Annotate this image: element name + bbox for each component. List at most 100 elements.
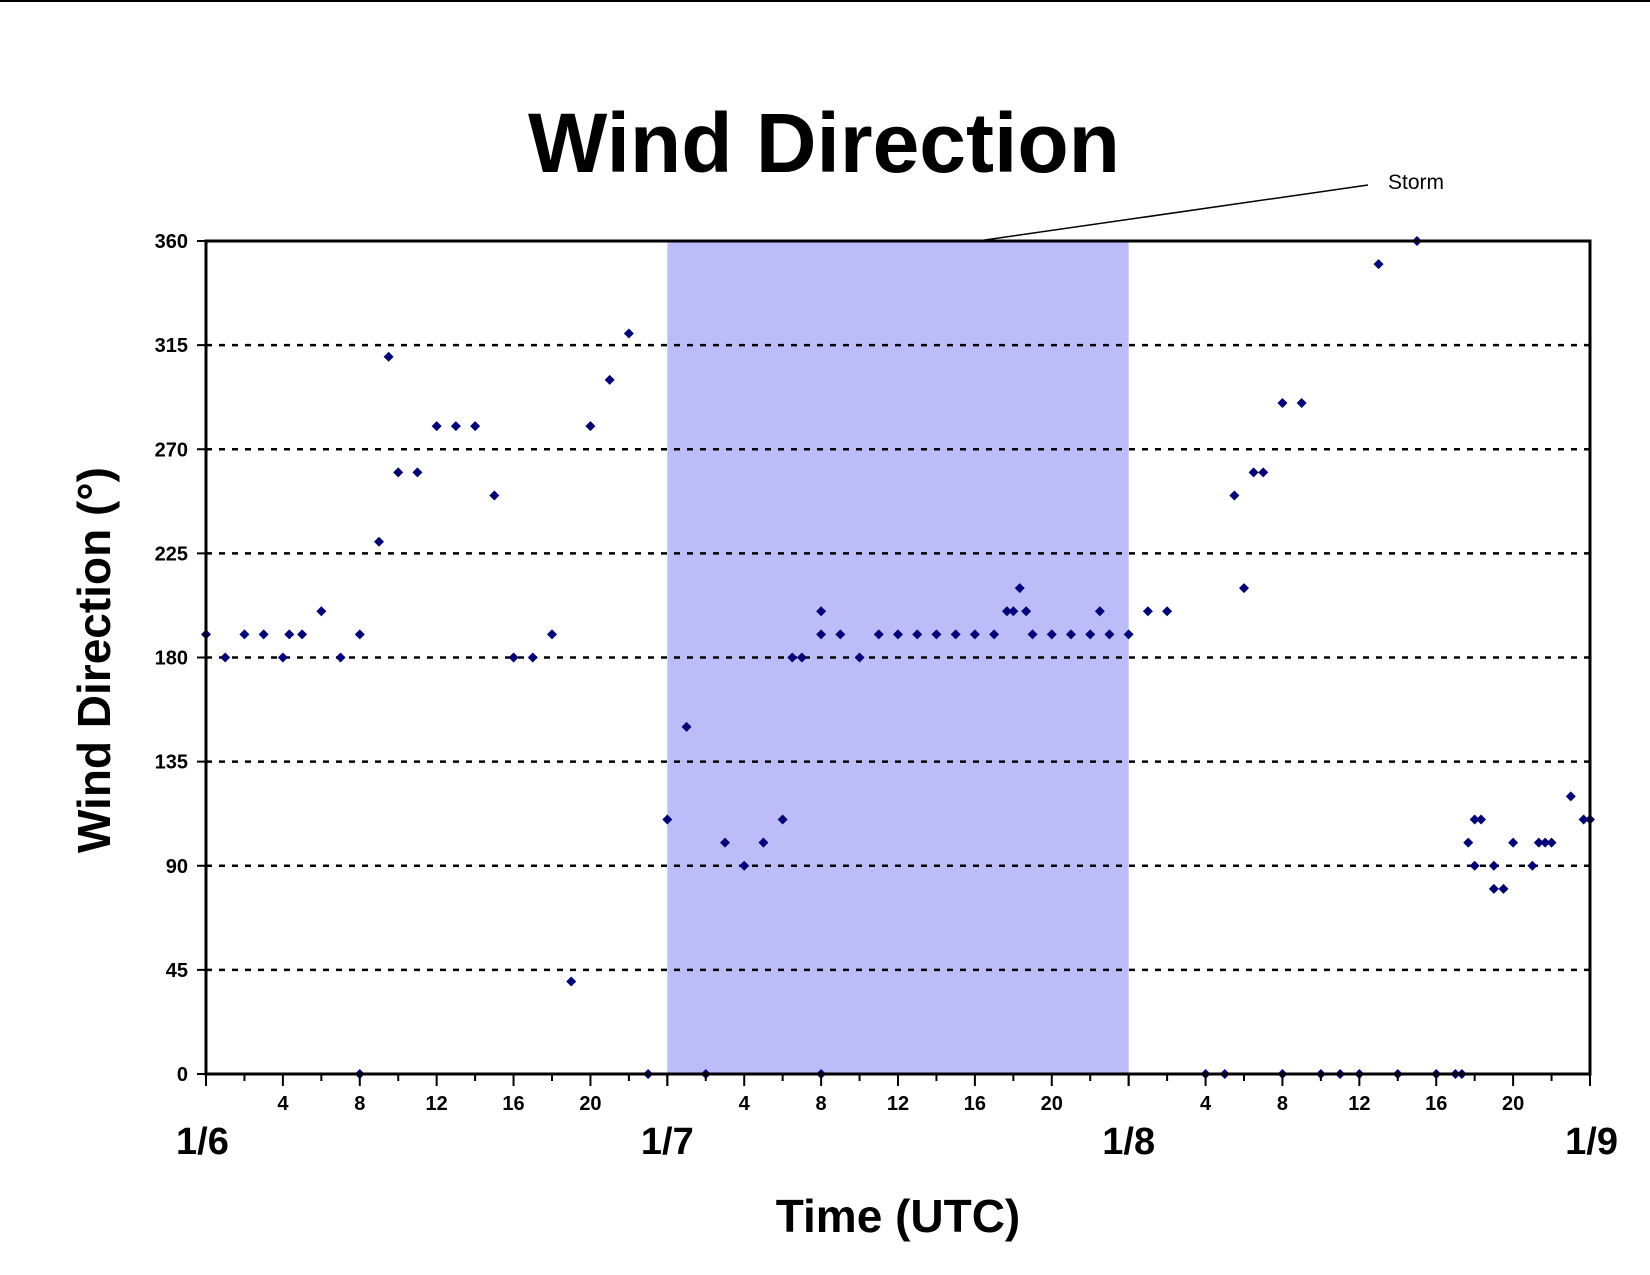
data-point	[931, 629, 942, 640]
data-point	[527, 652, 538, 663]
data-point	[1239, 583, 1249, 594]
x-date-label: 1/6	[176, 1121, 229, 1163]
x-date-label: 1/8	[1102, 1121, 1155, 1163]
x-axis-title: Time (UTC)	[776, 1190, 1021, 1242]
data-point	[662, 814, 673, 825]
data-point	[508, 652, 519, 663]
data-point	[1296, 397, 1307, 408]
data-point	[431, 421, 442, 432]
data-point	[816, 629, 827, 640]
data-point	[1229, 490, 1240, 501]
data-point	[450, 421, 461, 432]
data-point	[297, 629, 308, 640]
data-point	[316, 606, 327, 617]
x-hour-tick-label: 8	[354, 1093, 365, 1115]
data-point	[1488, 883, 1499, 894]
x-hour-tick-label: 20	[1502, 1093, 1524, 1115]
chart-title: Wind Direction	[528, 96, 1120, 190]
data-point	[566, 976, 577, 987]
data-point	[1142, 606, 1153, 617]
plot-area-border	[204, 239, 1592, 1076]
data-point	[354, 629, 365, 640]
data-point	[1001, 606, 1012, 617]
data-point	[816, 606, 827, 617]
data-point	[969, 629, 980, 640]
data-point	[383, 351, 394, 362]
data-point	[1546, 837, 1557, 848]
data-point	[1533, 837, 1544, 848]
data-point	[1488, 860, 1499, 871]
data-point	[1578, 814, 1589, 825]
data-point	[739, 860, 750, 871]
data-point	[585, 421, 596, 432]
y-tick-label: 135	[155, 752, 188, 774]
data-point	[1248, 467, 1259, 478]
data-point	[1476, 814, 1487, 825]
data-point	[239, 629, 250, 640]
data-point	[1469, 860, 1480, 871]
data-point	[854, 652, 865, 663]
x-hour-tick-label: 8	[816, 1093, 827, 1115]
y-tick-label: 90	[166, 856, 188, 878]
data-point	[547, 629, 557, 640]
data-point	[335, 652, 346, 663]
data-point	[1277, 397, 1288, 408]
data-point	[220, 652, 231, 663]
data-point	[1540, 837, 1551, 848]
data-point	[1066, 629, 1076, 640]
data-point	[374, 536, 384, 547]
x-hour-tick-label: 16	[502, 1093, 524, 1115]
data-point	[950, 629, 961, 640]
y-tick-label: 45	[166, 960, 188, 982]
x-hour-tick-label: 16	[1425, 1093, 1447, 1115]
storm-annotation-label: Storm	[1388, 171, 1444, 194]
data-point	[1104, 629, 1115, 640]
data-point	[1565, 791, 1576, 802]
data-point	[470, 421, 481, 432]
x-hour-tick-label: 4	[1200, 1093, 1212, 1115]
data-point	[893, 629, 903, 640]
data-point	[1258, 467, 1269, 478]
data-point	[1463, 837, 1474, 848]
data-point	[1085, 629, 1096, 640]
data-point	[681, 721, 692, 732]
x-hour-tick-label: 12	[887, 1093, 909, 1115]
data-point	[1021, 606, 1032, 617]
y-axis-title: Wind Direction (°)	[68, 467, 120, 853]
x-hour-tick-label: 16	[964, 1093, 986, 1115]
x-date-label: 1/7	[641, 1121, 694, 1163]
x-hour-tick-label: 12	[426, 1093, 448, 1115]
y-tick-label: 0	[177, 1064, 188, 1086]
data-point	[873, 629, 884, 640]
data-point	[1046, 629, 1057, 640]
data-point	[284, 629, 295, 640]
x-hour-tick-label: 8	[1277, 1093, 1288, 1115]
x-hour-tick-label: 20	[1041, 1093, 1063, 1115]
data-point	[777, 814, 788, 825]
data-point	[758, 837, 769, 848]
x-hour-tick-label: 20	[579, 1093, 601, 1115]
y-tick-label: 270	[155, 439, 188, 461]
data-point	[720, 837, 730, 848]
y-tick-label: 360	[155, 231, 188, 253]
data-point	[623, 328, 634, 339]
data-point	[604, 374, 615, 385]
x-hour-tick-label: 12	[1348, 1093, 1370, 1115]
data-point	[489, 490, 500, 501]
storm-annotation-leader	[977, 184, 1369, 242]
data-point	[912, 629, 923, 640]
data-point	[1527, 860, 1538, 871]
data-point	[258, 629, 269, 640]
x-hour-tick-label: 4	[277, 1093, 289, 1115]
x-hour-tick-label: 4	[739, 1093, 751, 1115]
data-point	[1508, 837, 1519, 848]
data-point	[277, 652, 288, 663]
data-point	[412, 467, 423, 478]
data-point	[1162, 606, 1173, 617]
data-point	[787, 652, 798, 663]
y-tick-label: 225	[155, 543, 188, 565]
data-point	[1373, 259, 1384, 270]
data-point	[1498, 883, 1509, 894]
